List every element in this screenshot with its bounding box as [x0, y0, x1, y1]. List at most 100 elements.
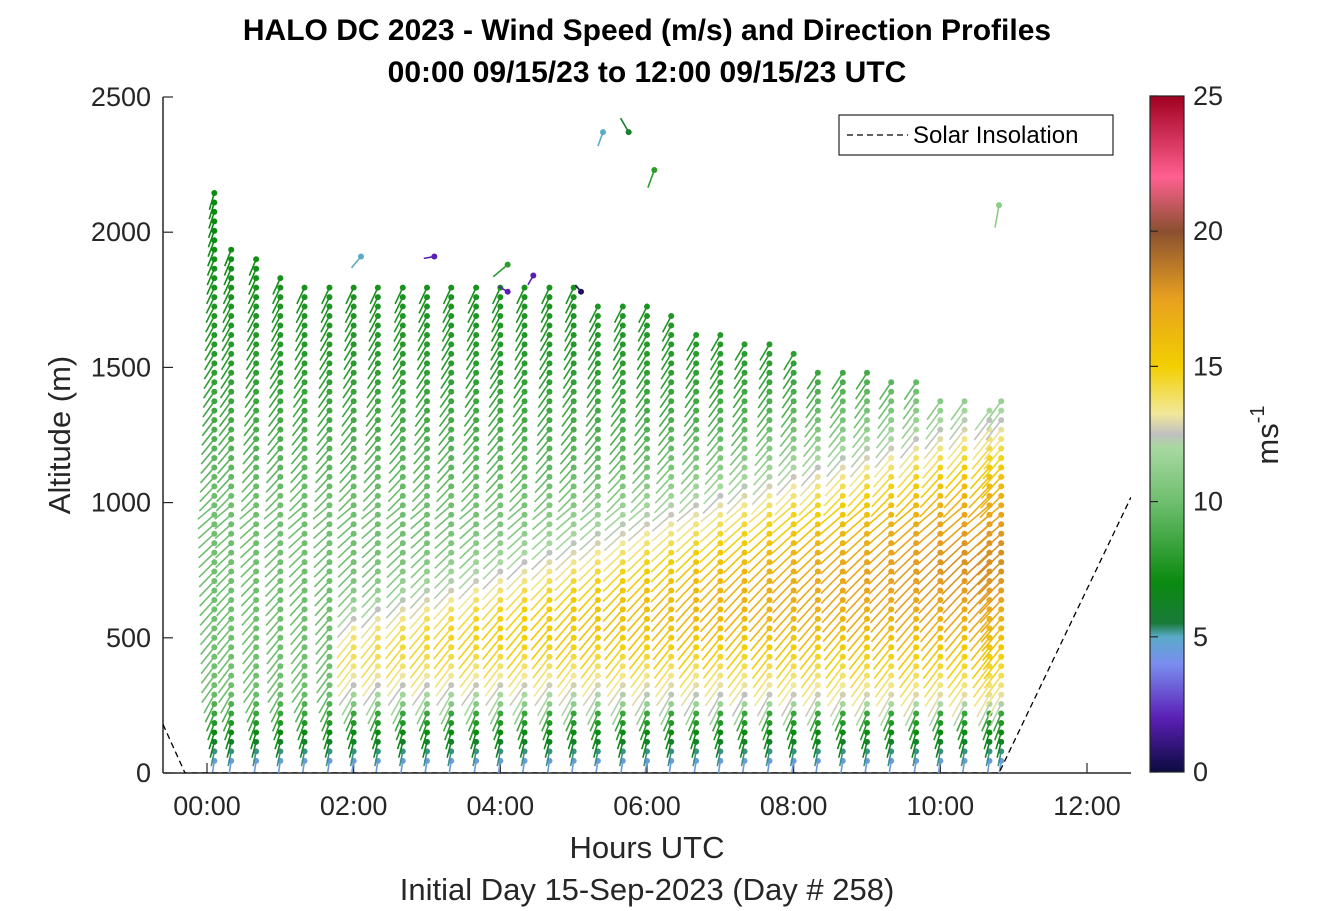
wind-barb-stem — [203, 353, 216, 371]
wind-barb-point — [668, 578, 675, 585]
wind-barb-point — [570, 350, 577, 357]
wind-barb-point — [644, 568, 650, 575]
wind-barb-point — [228, 511, 235, 518]
wind-barb-stem — [361, 589, 379, 608]
wind-barb-point — [570, 426, 577, 433]
wind-barb-point — [619, 341, 626, 348]
wind-barb-stem — [481, 589, 501, 611]
wind-barb-stem — [417, 325, 428, 343]
wind-barb-stem — [664, 722, 672, 741]
wind-barb-stem — [942, 589, 966, 615]
wind-barb-point — [277, 634, 284, 641]
wind-barb-point — [473, 303, 480, 310]
wind-barb-point — [839, 369, 846, 376]
wind-barb-point — [766, 492, 773, 499]
wind-barb-point — [693, 360, 700, 367]
wind-barb-point — [570, 578, 577, 585]
wind-barb-stem — [465, 372, 477, 390]
wind-barb-point — [326, 388, 333, 395]
wind-barb-point — [399, 568, 406, 575]
wind-barb-point — [253, 549, 260, 556]
wind-barb-point — [211, 701, 218, 708]
wind-barb-point — [211, 407, 218, 414]
wind-barb-point — [741, 426, 748, 433]
wind-barb-point — [374, 492, 381, 499]
wind-barb-point — [301, 634, 308, 641]
wind-barb-point — [668, 379, 675, 386]
wind-barb-point — [211, 360, 218, 367]
wind-barb-stem — [201, 429, 215, 446]
wind-barb-point — [839, 644, 846, 651]
wind-barb-point — [374, 615, 381, 622]
wind-barb-point — [546, 691, 553, 698]
wind-barb-stem — [360, 627, 379, 650]
wind-barb-stem — [775, 485, 795, 506]
wind-barb-stem — [970, 457, 991, 480]
wind-barb-stem — [923, 438, 941, 460]
wind-barb-stem — [459, 533, 477, 550]
wind-barb-point — [644, 578, 650, 585]
wind-barb-stem — [609, 429, 624, 446]
wind-barb-point — [521, 549, 528, 556]
wind-barb-stem — [459, 514, 477, 530]
wind-barb-point — [644, 729, 650, 736]
wind-barb-point — [473, 341, 480, 348]
wind-barb-stem — [482, 646, 501, 670]
wind-barb-stem — [922, 656, 941, 680]
wind-barb-point — [814, 483, 821, 490]
wind-barb-point — [790, 559, 797, 566]
wind-barb-point — [253, 256, 260, 263]
wind-barb-point — [448, 682, 455, 689]
wind-barb-stem — [610, 419, 624, 437]
wind-barb-stem — [727, 665, 746, 689]
wind-barb-point — [473, 540, 480, 547]
wind-barb-stem — [699, 533, 721, 553]
wind-barb-point — [594, 625, 601, 632]
wind-barb-stem — [626, 608, 648, 632]
wind-barb-stem — [800, 466, 819, 487]
wind-barb-point — [448, 284, 455, 291]
wind-barb-point — [497, 672, 504, 679]
wind-barb-stem — [434, 523, 452, 540]
wind-barb-stem — [896, 476, 917, 498]
wind-barb-point — [839, 578, 846, 585]
wind-barb-point — [374, 417, 381, 424]
wind-barb-point — [998, 634, 1005, 641]
wind-barb-point — [594, 634, 601, 641]
wind-barb-stem — [464, 400, 477, 418]
wind-barb-stem — [972, 438, 991, 461]
wind-barb-stem — [414, 694, 428, 716]
wind-barb-point — [228, 369, 235, 376]
wind-barb-point — [961, 719, 968, 726]
wind-barb-stem — [554, 580, 575, 602]
wind-barb-stem — [778, 448, 795, 467]
wind-barb-stem — [540, 306, 551, 324]
wind-barb-stem — [682, 429, 697, 447]
wind-barb-point — [448, 634, 455, 641]
wind-barb-point — [913, 691, 920, 698]
wind-barb-stem — [419, 722, 428, 741]
wind-barb-stem — [244, 381, 257, 399]
wind-barb-point — [448, 426, 455, 433]
wind-barb-point — [570, 691, 577, 698]
wind-barb-stem — [684, 400, 697, 418]
wind-barb-stem — [636, 362, 648, 380]
wind-barb-stem — [491, 315, 502, 333]
wind-barb-point — [546, 701, 553, 708]
wind-barb-point — [374, 682, 381, 689]
wind-barb-point — [864, 502, 870, 509]
wind-barb-point — [644, 719, 650, 726]
wind-barb-stem — [486, 438, 501, 456]
wind-barb-stem — [923, 675, 941, 698]
wind-barb-point — [374, 578, 381, 585]
wind-barb-stem — [345, 713, 355, 732]
wind-barb-point — [424, 663, 430, 670]
wind-barb-stem — [850, 448, 868, 468]
wind-barb-stem — [874, 448, 892, 469]
wind-barb-point — [741, 719, 748, 726]
wind-barb-point — [228, 436, 235, 443]
wind-barb-stem — [872, 466, 892, 488]
wind-barb-stem — [265, 608, 281, 627]
wind-barb-point — [350, 322, 357, 329]
